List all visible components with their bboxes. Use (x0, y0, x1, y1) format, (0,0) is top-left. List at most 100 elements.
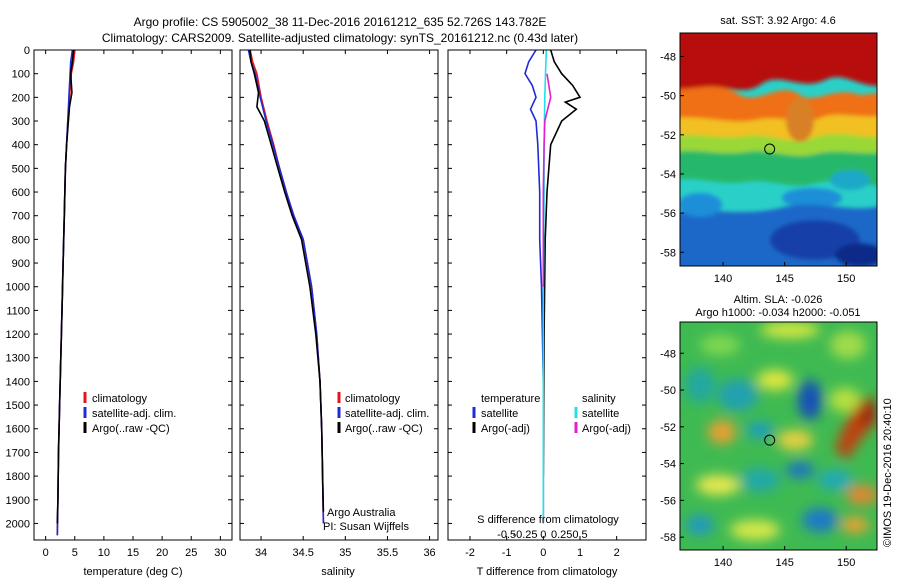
x-tick-label: -2 (465, 547, 475, 559)
title-line2: Climatology: CARS2009. Satellite-adjuste… (102, 31, 578, 45)
x2-tick-label: -0.5 (497, 529, 516, 541)
sst-argo-marker (764, 143, 776, 155)
x-tick-label: 34 (255, 547, 267, 559)
y-tick-label: 900 (12, 258, 30, 270)
series-line-climatology (56, 50, 76, 536)
y-tick-label: 800 (12, 234, 30, 246)
map-y-tick-label: -58 (660, 532, 676, 544)
difference-series-lines (524, 50, 582, 524)
legend-label-climatology: climatology (345, 393, 401, 405)
y-tick-label: 400 (12, 140, 30, 152)
annotation-pi: PI: Susan Wijffels (323, 521, 409, 533)
map-y-tick-label: -52 (660, 130, 676, 142)
map-y-tick-label: -54 (660, 459, 676, 471)
legend-label-t-satellite: satellite (481, 408, 518, 420)
y-tick-label: 1800 (6, 471, 30, 483)
sla-map-image (680, 322, 877, 550)
annotation-argo-australia: Argo Australia (327, 507, 396, 519)
temperature-legend: climatology satellite-adj. clim. Argo(..… (83, 392, 176, 435)
x2-tick-label: -0.25 (512, 529, 537, 541)
y-tick-label: 1300 (6, 353, 30, 365)
legend-label-s-argo: Argo(-adj) (582, 423, 631, 435)
y-tick-label: 1200 (6, 329, 30, 341)
map-x-tick-label: 140 (714, 273, 732, 285)
salinity-legend: climatology satellite-adj. clim. Argo(..… (337, 392, 429, 435)
salinity-xlabel: salinity (321, 566, 355, 578)
series-line-salinity-argo-adj- (542, 73, 552, 287)
x2-tick-label: 0.5 (572, 529, 587, 541)
legend-label-satellite: satellite-adj. clim. (92, 408, 176, 420)
series-line-temperature-argo-adj- (542, 50, 582, 477)
y-tick-label: 1100 (6, 305, 30, 317)
difference-panel: -2 -1 0 1 2 T difference from climatology S … (447, 49, 647, 578)
y-tick-label: 600 (12, 187, 30, 199)
difference-xlabel: T difference from climatology (477, 566, 618, 578)
map-x-tick-label: 150 (837, 557, 855, 569)
y-tick-label: 1600 (6, 424, 30, 436)
sst-map-panel: sat. SST: 3.92 Argo: 4.6 140 145 150 -48 -50… (660, 15, 878, 285)
x-tick-label: 25 (185, 547, 197, 559)
sla-map-title: Altim. SLA: -0.026 (734, 294, 823, 306)
sst-map-ticks: 140 145 150 -48 -50 -52 -54 -56 -58 (660, 51, 855, 285)
temperature-frame (33, 49, 233, 541)
temperature-axes: 0 5 10 15 20 25 300100200300400500600700800900… (6, 45, 232, 559)
y-tick-label: 700 (12, 211, 30, 223)
map-x-tick-label: 145 (775, 273, 793, 285)
map-y-tick-label: -48 (660, 348, 676, 360)
difference-legend: temperature satellite Argo(-adj) salinit… (472, 393, 631, 435)
sla-map-frame (679, 321, 878, 551)
imos-side-label: ©IMOS 19-Dec-2016 20:40:10 (882, 398, 894, 547)
map-y-tick-label: -54 (660, 169, 676, 181)
sst-map-image (680, 33, 877, 266)
y-tick-label: 200 (12, 92, 30, 104)
map-y-tick-label: -48 (660, 51, 676, 63)
legend-label-argo: Argo(..raw -QC) (92, 423, 170, 435)
x-tick-label: 35 (339, 547, 351, 559)
map-y-tick-label: -56 (660, 495, 676, 507)
map-y-tick-label: -56 (660, 208, 676, 220)
y-tick-label: 1000 (6, 282, 30, 294)
legend-label-satellite: satellite-adj. clim. (345, 408, 429, 420)
map-y-tick-label: -52 (660, 422, 676, 434)
y-tick-label: 500 (12, 163, 30, 175)
map-x-tick-label: 145 (775, 557, 793, 569)
sla-argo-marker (764, 434, 776, 446)
legend-label-argo: Argo(..raw -QC) (345, 423, 423, 435)
x-tick-label: 1 (577, 547, 583, 559)
difference-frame (447, 49, 647, 541)
sst-map-frame (679, 32, 878, 267)
series-line-satellite-adj-clim- (247, 50, 325, 524)
x-tick-label: 34.5 (292, 547, 313, 559)
sst-map-title: sat. SST: 3.92 Argo: 4.6 (720, 15, 836, 27)
x-tick-label: 2 (614, 547, 620, 559)
y-tick-label: 100 (12, 69, 30, 81)
x2-tick-label: 0 (540, 529, 546, 541)
temperature-series-lines (56, 50, 76, 536)
difference-axes: -2 -1 0 1 2 (448, 49, 646, 559)
legend-label-climatology: climatology (92, 393, 148, 405)
legend-label-s-satellite: satellite (582, 408, 619, 420)
map-x-tick-label: 150 (837, 273, 855, 285)
x-tick-label: 15 (127, 547, 139, 559)
series-line-satellite-adj-clim- (56, 50, 74, 536)
sla-map-ticks: 140 145 150 -48 -50 -52 -54 -56 -58 (660, 348, 855, 569)
title-line1: Argo profile: CS 5905002_38 11-Dec-2016 … (134, 15, 547, 29)
series-line-argo-raw-qc- (249, 50, 325, 512)
map-y-tick-label: -50 (660, 385, 676, 397)
legend-title-salinity: salinity (582, 393, 616, 405)
y-tick-label: 1500 (6, 400, 30, 412)
x-tick-label: 0 (540, 547, 546, 559)
y-tick-label: 1700 (6, 447, 30, 459)
y-tick-label: 2000 (6, 518, 30, 530)
x-tick-label: 20 (156, 547, 168, 559)
map-y-tick-label: -58 (660, 247, 676, 259)
salinity-frame (239, 49, 439, 541)
series-line-temperature-satellite (524, 50, 545, 524)
x-tick-label: 36 (423, 547, 435, 559)
x-tick-label: 0 (43, 547, 49, 559)
x-tick-label: 5 (72, 547, 78, 559)
x-tick-label: 35.5 (377, 547, 398, 559)
x-tick-label: -1 (502, 547, 512, 559)
y-tick-label: 1900 (6, 495, 30, 507)
